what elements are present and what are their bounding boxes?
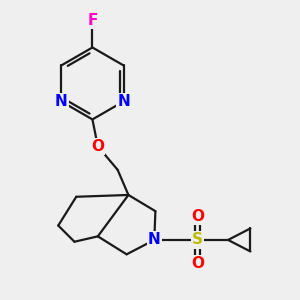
Text: O: O — [191, 209, 204, 224]
Text: F: F — [87, 13, 98, 28]
Text: N: N — [55, 94, 68, 109]
Text: O: O — [191, 256, 204, 271]
Text: S: S — [192, 232, 203, 247]
Text: O: O — [91, 139, 104, 154]
Text: N: N — [148, 232, 161, 247]
Text: N: N — [117, 94, 130, 109]
